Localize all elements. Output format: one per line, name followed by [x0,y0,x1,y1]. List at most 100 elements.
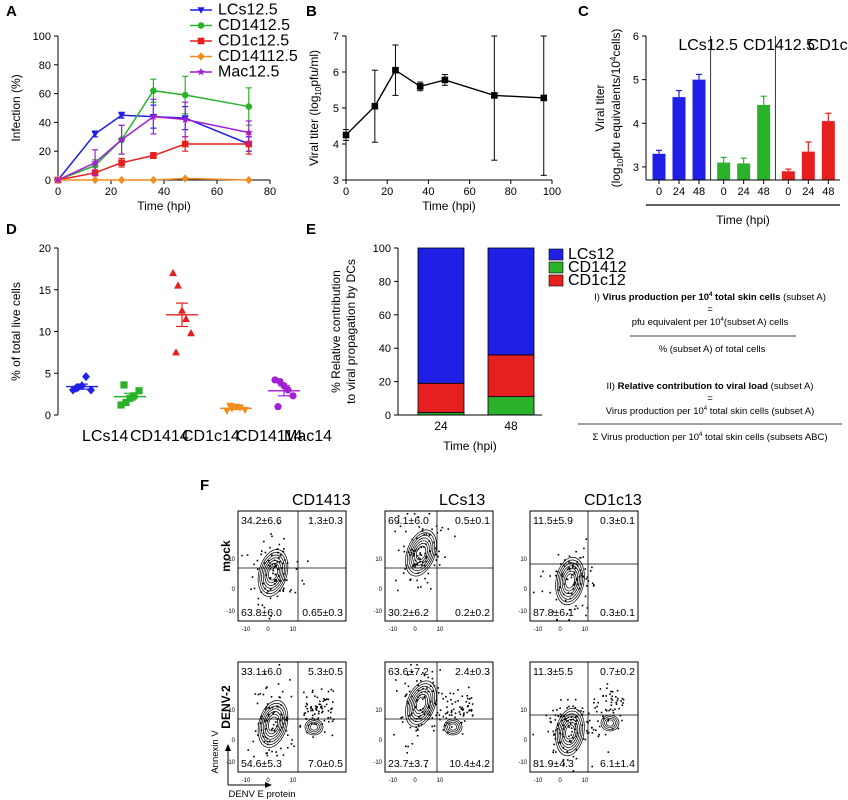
c-bar [757,104,771,180]
f-x-tick-label: -10 [389,627,398,633]
e-bar-segment-cd14 [487,396,535,416]
d-y-tick-label: 15 [39,285,51,297]
c-bar [692,79,706,180]
f-x-axis-label: DENV E protein [228,789,295,800]
a-legend-marker [197,37,205,45]
svg-text:LCs13: LCs13 [439,492,485,509]
f-x-tick-label: 0 [558,778,562,784]
b-point [491,92,498,99]
a-series-line-mac [57,115,249,181]
a-x-tick-label: 80 [264,186,276,198]
e-x-label: Time (hpi) [443,439,497,453]
panel-b-viral-titer-chart: 0 20 40 60 80 100 3 4 5 6 7 Time (hpi) Viral titer (… [307,31,561,213]
c-x-tick-label: 48 [693,186,705,198]
panel-c-viral-titer-bars: 3 4 5 6 Viral titer(log10pfu equivalents/104… [593,29,848,227]
svg-text:LCs14: LCs14 [82,428,128,445]
f-x-tick-label: 10 [582,778,589,784]
f-event-dots [532,538,595,621]
f-density-contour [555,707,620,757]
d-point-lcs [82,372,90,382]
f-y-arrow-head [225,744,231,751]
f-y-tick-label: 10 [375,557,382,563]
f-x-tick-label: -10 [242,778,251,784]
f-event-dots [247,664,335,758]
f-quadrant-lower-right: 0.3±0.1 [600,607,635,619]
a-point-mac [244,128,253,136]
e-legend-swatch [548,248,564,261]
f-quadrant-upper-right: 5.3±0.5 [308,666,343,678]
svg-text:CD1c12.5: CD1c12.5 [808,37,848,54]
svg-text:CD1413: CD1413 [292,492,351,509]
b-x-tick-label: 60 [463,186,475,198]
svg-text:CD1414: CD1414 [130,428,189,445]
f-quadrant-lower-right: 7.0±0.5 [308,758,343,770]
b-y-tick-label: 4 [333,139,339,151]
a-point-lcs [117,112,126,119]
e-y-tick-label: 0 [385,410,391,422]
f-y-tick-label: 0 [379,738,383,744]
svg-text:CD1c14: CD1c14 [182,428,240,445]
c-x-label: Time (hpi) [716,213,770,227]
f-y-tick-label: 10 [375,708,382,714]
b-point [540,94,548,102]
formula-2-denominator: Σ Virus production per 104 total skin ce… [592,432,827,443]
f-x-tick-label: 10 [290,627,297,633]
c-bar [781,171,795,180]
d-point-mac [289,392,297,400]
c-x-tick-label: 48 [822,186,834,198]
c-bar [672,97,686,180]
c-x-tick-label: 0 [785,186,791,198]
f-row-label-1: DENV-2 [219,685,233,729]
a-y-tick-label: 20 [39,146,51,158]
f-quadrant-lower-right: 0.2±0.2 [455,607,490,619]
b-point [441,76,449,84]
svg-text:Mac14: Mac14 [284,428,332,445]
a-y-tick-label: 80 [39,60,51,72]
c-x-tick-label: 24 [738,186,750,198]
a-series-line-cd141 [58,177,249,181]
f-quadrant-upper-right: 0.5±0.1 [455,515,490,527]
f-plot-frame [384,661,494,773]
f-x-tick-label: 0 [266,627,270,633]
f-quadrant-lower-left: 87.8±6.1 [533,607,574,619]
f-quadrant-lower-right: 10.4±4.2 [449,758,490,770]
svg-text:CD1412.5: CD1412.5 [218,17,290,34]
d-point-cd14 [122,398,130,407]
f-x-tick-label: 0 [266,778,270,784]
f-quadrant-upper-right: 1.3±0.3 [308,515,343,527]
f-y-tick-label: -10 [373,609,382,615]
b-point [416,83,424,90]
e-legend-swatch [548,274,564,287]
a-point-cd141 [149,175,158,185]
formula-1-equals: = [707,304,713,315]
e-legend-swatch [548,261,564,274]
f-plot-frame [237,661,347,773]
a-point-cd14 [181,91,189,99]
f-x-tick-label: -10 [534,778,543,784]
a-point-cd141 [117,175,126,185]
svg-text:CD1c12: CD1c12 [568,272,626,289]
c-y-tick-label: 5 [633,75,639,87]
d-point-cd14 [135,387,143,395]
d-point-cd1c [187,329,195,337]
d-point-cd141 [226,402,234,410]
d-point-cd1c [174,281,182,289]
e-y-tick-label: 40 [379,343,391,355]
f-quadrant-upper-left: 33.1±6.0 [241,666,282,678]
c-y-label-line2: (log10pfu equivalents/104cells) [609,29,625,188]
panel-label-c: C [578,3,589,20]
f-plot-frame [384,510,494,622]
formula-2-title: II) Relative contribution to viral load … [607,381,814,392]
f-density-contour [405,680,463,736]
c-x-tick-label: 24 [673,186,685,198]
e-bar-segment-cd1c [417,382,465,413]
panel-d-live-cells-scatter: 0 5 10 15 20 % of total live cells LCs14 CD1414… [9,243,332,445]
formulas: I) Virus production per 104 total skin c… [578,292,842,443]
svg-text:CD1412.5: CD1412.5 [743,37,815,54]
a-point-cd1c [181,140,189,148]
panel-label-b: B [306,3,317,20]
b-point [371,102,379,110]
c-bar [821,121,835,180]
a-legend-marker [197,22,205,29]
formula-2-equals: = [707,393,713,404]
